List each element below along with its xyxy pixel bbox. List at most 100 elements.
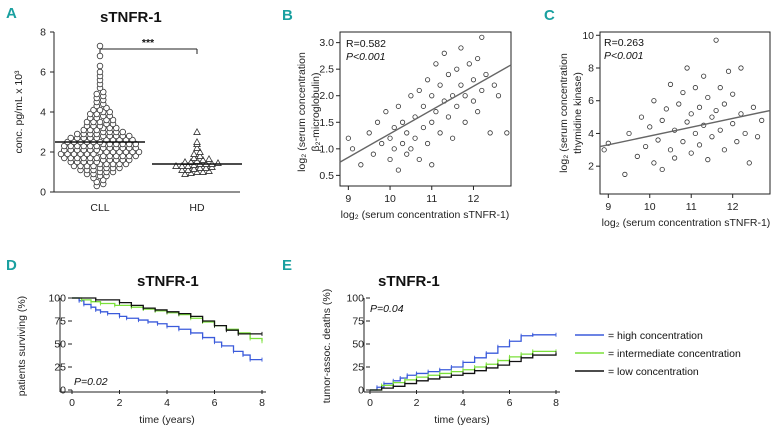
panel-b-x-tick-label: 11 [426,193,437,205]
panel-e-x-tick-label: 8 [553,397,559,409]
panel-b-point [491,82,497,88]
panel-b-point [466,61,472,67]
panel-letter-c: C [544,7,555,24]
panel-c-point [667,147,674,153]
hd-point [202,163,210,171]
panel-c-point [622,171,628,177]
panel-c-point [696,142,703,148]
panel-c-point [651,160,657,166]
panel-c-y-tick-label: 2 [588,161,594,173]
panel-a-title: sTNFR-1 [100,9,162,26]
panel-c-x-tick-label: 12 [727,201,739,213]
panel-a-y-tick-label: 0 [40,187,46,199]
panel-c-p-value: P<0.001 [604,50,643,62]
panel-b-point [504,130,510,136]
panel-e-curve-intermediate [370,350,556,391]
panel-c-point [638,114,645,120]
panel-c-y-tick-label: 6 [588,95,594,107]
panel-c-point [713,107,719,114]
panel-c-r-value: R=0.263 [604,37,644,49]
panel-c-point [634,153,640,159]
panel-b-point [458,82,464,88]
panel-b-point [383,109,389,115]
panel-b-y-label-line2: β₂-microglobulin) [310,73,322,152]
panel-e-x-tick-label: 2 [414,397,420,409]
significance-stars: *** [142,37,155,49]
panel-c-point [680,139,686,145]
cll-point [126,132,133,140]
legend: = high concentration = intermediate conc… [575,330,741,378]
hd-point [193,127,201,135]
panel-a-category-hd: HD [189,202,205,214]
panel-c-point [738,65,744,71]
panel-c-point [601,147,607,153]
panel-b-r-value: R=0.582 [346,38,386,50]
panel-c-point [684,119,690,125]
panel-c-point [688,150,694,156]
panel-c-point [676,101,682,107]
panel-letter-b: B [282,7,293,24]
panel-c-y-tick-label: 8 [588,63,594,75]
panel-b-point [495,93,502,99]
panel-a-y-tick-label: 2 [40,147,46,159]
panel-b-p-value: P<0.001 [346,51,385,63]
panel-b-point [429,93,435,99]
panel-c-point [709,114,715,120]
hd-point [196,151,204,159]
panel-d-y-tick-label: 0 [60,385,66,397]
panel-d-y-tick-label: 50 [54,339,66,351]
panel-b-point [429,162,435,168]
panel-c-point [721,101,727,107]
panel-c-x-label: log₂ (serum concentration sTNFR-1) [602,217,771,229]
panel-a-y-label: conc. pg/mL x 10³ [13,70,25,154]
hd-point [199,155,207,163]
panel-letter-a: A [6,5,17,22]
panel-c-point [626,130,632,137]
panel-c-point [663,106,669,112]
panel-b-point [429,119,435,125]
panel-letter-d: D [6,257,17,274]
panel-c-point [692,85,698,91]
panel-c-point [713,37,719,43]
panel-d-x-tick-label: 8 [259,397,265,409]
panel-b-point [349,146,356,152]
panel-d-y-label: patients surviving (%) [16,296,28,396]
panel-a-y-tick-label: 4 [40,107,46,119]
panel-c-point [734,139,740,145]
panel-c-point [730,91,736,97]
cll-point [96,42,104,50]
panel-b-point [345,135,351,141]
panel-b-point [408,146,414,152]
panel-c-regression-line [599,109,771,148]
panel-d-curve-high [72,297,262,361]
panel-b-point [391,124,397,131]
panel-e-y-tick-label: 0 [358,385,364,397]
panel-b-regression-line [339,64,512,163]
hd-point [190,149,198,157]
panel-d-x-tick-label: 6 [212,397,218,409]
cll-point [93,90,100,98]
panel-b-point [487,130,493,136]
hd-point [178,165,186,173]
panel-c-point [659,166,665,173]
panel-b-point [366,130,372,136]
panel-e-x-tick-label: 6 [507,397,513,409]
panel-d: 0 2 4 6 8 0 25 50 75 100 patients surviving (%) t… [16,293,266,426]
panel-c-point [684,65,690,71]
panel-c-point [651,98,657,104]
panel-d-x-label: time (years) [139,414,194,426]
legend-label-intermediate: = intermediate concentration [608,348,741,360]
hd-point [199,167,207,175]
hd-point [181,169,189,177]
panel-b-point [420,103,427,109]
panel-d-x-tick-label: 4 [164,397,170,409]
panel-b-frame [339,31,512,187]
panel-b-x-label: log₂ (serum concentration sTNFR-1) [341,209,510,221]
hd-point [184,161,192,169]
panel-c-point [725,68,732,74]
cll-point [96,62,104,70]
hd-point [178,161,186,169]
hd-point [196,147,204,155]
panel-c-y-tick-label: 10 [582,30,594,42]
